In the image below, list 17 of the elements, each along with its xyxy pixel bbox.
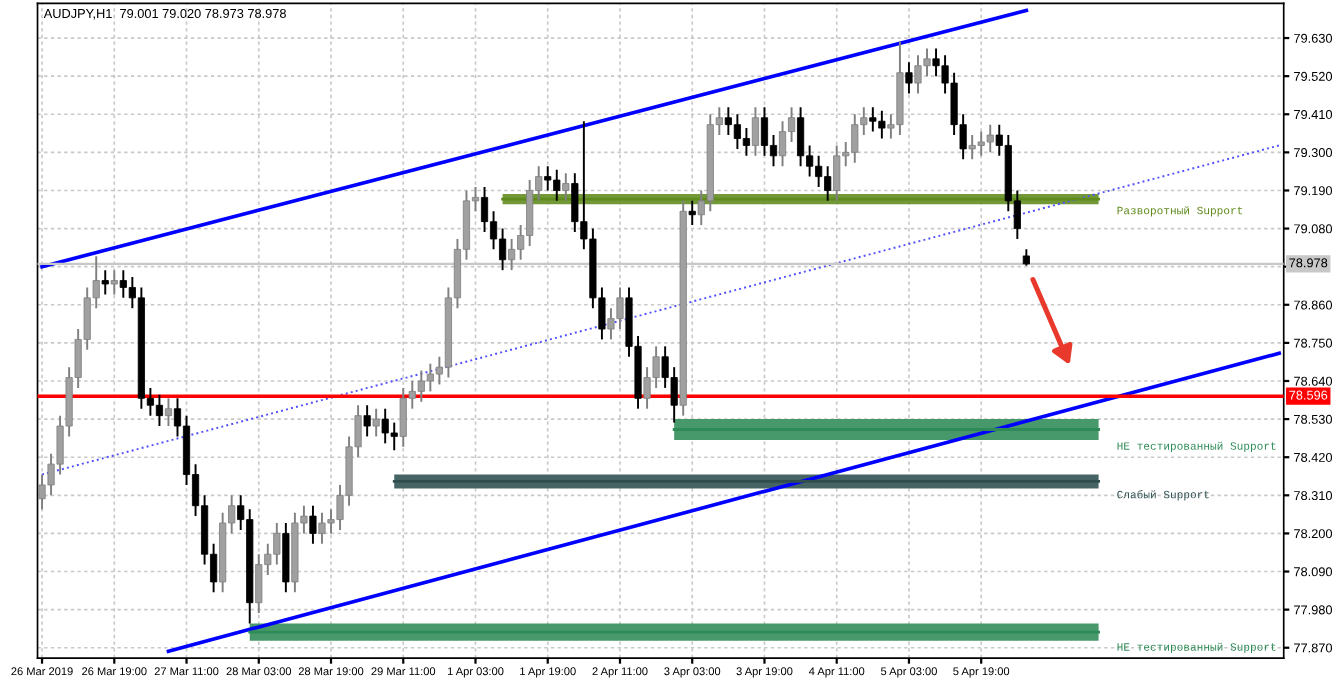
- candlestick: [155, 393, 164, 427]
- candlestick: [164, 397, 173, 427]
- candlestick: [101, 269, 109, 296]
- candlestick: [778, 120, 787, 168]
- candlestick: [110, 269, 118, 296]
- candlestick: [480, 186, 489, 234]
- candlestick: [905, 61, 913, 95]
- candlestick: [760, 106, 769, 157]
- candlestick: [797, 106, 805, 168]
- candlestick: [363, 404, 371, 438]
- candlestick: [309, 504, 317, 545]
- candlestick: [751, 106, 760, 157]
- candlestick: [562, 172, 570, 202]
- candlestick: [372, 407, 380, 438]
- candlestick: [688, 199, 696, 227]
- candlestick: [508, 238, 516, 272]
- candlestick: [742, 127, 750, 157]
